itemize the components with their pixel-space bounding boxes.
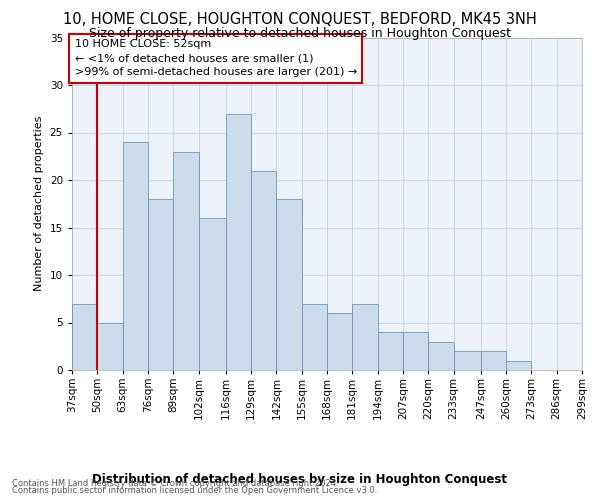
Bar — [428, 342, 454, 370]
Text: 10, HOME CLOSE, HOUGHTON CONQUEST, BEDFORD, MK45 3NH: 10, HOME CLOSE, HOUGHTON CONQUEST, BEDFO… — [63, 12, 537, 28]
Text: Distribution of detached houses by size in Houghton Conquest: Distribution of detached houses by size … — [92, 472, 508, 486]
Bar — [277, 199, 302, 370]
Bar — [377, 332, 403, 370]
Text: Contains public sector information licensed under the Open Government Licence v3: Contains public sector information licen… — [12, 486, 377, 495]
Bar — [122, 142, 148, 370]
Bar — [199, 218, 226, 370]
Bar — [403, 332, 428, 370]
Bar — [481, 351, 506, 370]
Bar — [251, 170, 277, 370]
Bar — [226, 114, 251, 370]
Bar — [454, 351, 481, 370]
Y-axis label: Number of detached properties: Number of detached properties — [34, 116, 44, 292]
Text: Contains HM Land Registry data © Crown copyright and database right 2024.: Contains HM Land Registry data © Crown c… — [12, 478, 338, 488]
Bar — [72, 304, 97, 370]
Text: 10 HOME CLOSE: 52sqm
← <1% of detached houses are smaller (1)
>99% of semi-detac: 10 HOME CLOSE: 52sqm ← <1% of detached h… — [74, 39, 357, 77]
Bar — [327, 313, 352, 370]
Bar — [173, 152, 199, 370]
Bar — [148, 199, 173, 370]
Bar — [302, 304, 327, 370]
Bar — [352, 304, 377, 370]
Bar — [506, 360, 532, 370]
Text: Size of property relative to detached houses in Houghton Conquest: Size of property relative to detached ho… — [89, 28, 511, 40]
Bar — [97, 322, 122, 370]
